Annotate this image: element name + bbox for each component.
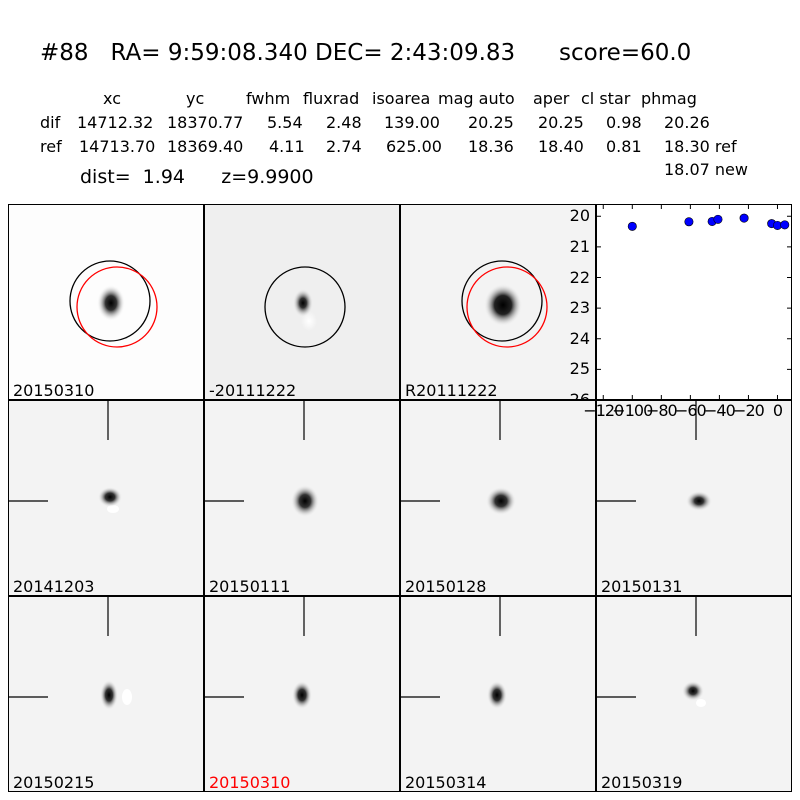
aperture-circle [264,266,346,348]
star-image [69,260,158,348]
ref-aperture-circle [461,260,543,342]
ref-mag-auto: 18.36 [468,137,514,156]
ref-aper: 18.40 [538,137,584,156]
star-image [461,260,548,348]
x-tick-label: −100 [612,401,653,420]
star-image [205,597,312,709]
thumb-label: 20150128 [405,577,487,596]
col-fluxrad: fluxrad [303,89,360,108]
row-label-dif: dif [40,113,61,132]
star-image [9,597,132,710]
thumb-label: R20111222 [405,381,498,400]
ref-fluxrad: 2.74 [326,137,362,156]
thumb-epoch: 20150319 [596,596,792,792]
dif-yc: 18370.77 [167,113,244,132]
thumb-label: 20150310 [209,773,291,792]
x-tick-label: −40 [704,401,736,420]
dif-aper: 20.25 [538,113,584,132]
thumb-epoch-current: 20150310 [204,596,400,792]
row-label-ref: ref [40,137,62,156]
thumb-label: 20150215 [13,773,95,792]
ref-phmag: 18.30 ref [664,137,737,156]
col-isoarea: isoarea [372,89,431,108]
y-tick-label: 21 [569,236,590,256]
col-aper: aper [533,89,570,108]
thumb-epoch: 20150111 [204,400,400,596]
star-image [9,401,122,513]
x-tick-label: −80 [645,401,678,420]
star-image [401,597,507,709]
data-point [627,221,637,231]
col-phmag: phmag [641,89,697,108]
data-point [739,213,749,223]
thumb-epoch: 20150128 [400,400,596,596]
y-tick-label: 25 [569,359,590,379]
thumb-new: 20150310 [8,204,204,400]
thumb-label: 20150131 [601,577,683,596]
thumb-label: 20150314 [405,773,487,792]
data-point [713,214,723,224]
thumb-epoch: 20150215 [8,596,204,792]
col-cl-star: cl star [581,89,631,108]
star-image [264,266,346,348]
thumb-label: 20150319 [601,773,683,792]
dif-fluxrad: 2.48 [326,113,362,132]
data-point [780,220,790,230]
y-tick-label: 22 [569,267,590,287]
candidate-title: #88 RA= 9:59:08.340 DEC= 2:43:09.83 scor… [40,40,692,66]
ref-yc: 18369.40 [167,137,244,156]
light-curve-chart: 20212223242526−120−100−80−60−40−200 [570,204,792,420]
thumb-epoch: 20150314 [400,596,596,792]
dif-fwhm: 5.54 [267,113,303,132]
new-aperture-circle [76,266,158,348]
col-yc: yc [186,89,205,108]
star-image [597,597,706,707]
thumb-diff: -20111222 [204,204,400,400]
dif-cl-star: 0.98 [606,113,642,132]
light-curve-svg [596,204,792,401]
thumb-epoch: 20141203 [8,400,204,596]
thumb-label: 20150310 [13,381,95,400]
x-tick-label: −60 [674,401,707,420]
ref-isoarea: 625.00 [386,137,442,156]
col-fwhm: fwhm [246,89,291,108]
x-tick-label: −120 [583,401,624,420]
y-tick-label: 23 [569,298,590,318]
star-image [205,401,319,517]
dif-mag-auto: 20.25 [468,113,514,132]
x-tick-label: −20 [733,401,765,420]
ref-fwhm: 4.11 [269,137,305,156]
dif-phmag: 20.26 [664,113,710,132]
x-tick-label: 0 [772,401,783,420]
data-point [684,217,694,227]
col-xc: xc [103,89,121,108]
thumb-label: 20141203 [13,577,95,596]
ref-cl-star: 0.81 [606,137,642,156]
star-image [401,401,516,515]
ref-xc: 14713.70 [79,137,156,156]
distance-readout: dist= 1.94 z=9.9900 [80,166,314,188]
thumb-label: 20150111 [209,577,291,596]
col-mag-auto: mag auto [438,89,515,108]
star-image [597,401,712,511]
thumb-epoch: 20150131 [596,400,792,596]
y-tick-label: 20 [569,206,590,226]
new-aperture-circle [466,266,548,348]
new-mag-readout: 18.07 new [664,160,748,179]
ref-aperture-circle [69,260,151,342]
dif-isoarea: 139.00 [384,113,440,132]
plot-frame [596,204,792,400]
y-tick-label: 24 [569,328,590,348]
thumb-ref: R20111222 [400,204,596,400]
thumb-label: -20111222 [209,381,297,400]
dif-xc: 14712.32 [77,113,154,132]
